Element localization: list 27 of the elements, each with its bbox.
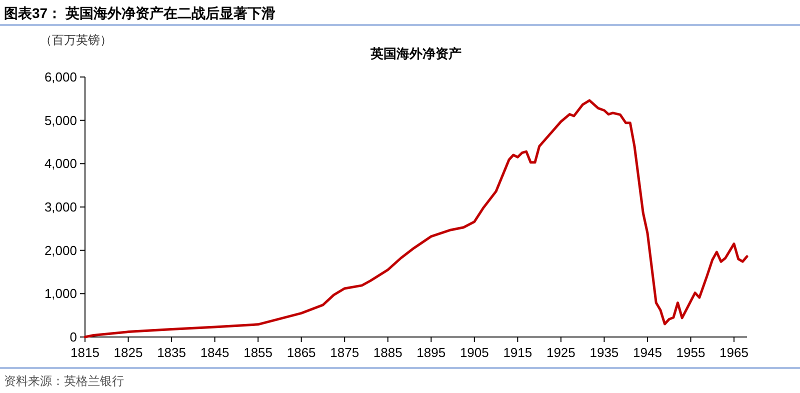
chart-subtitle: 英国海外净资产: [369, 46, 462, 61]
y-tick-label: 4,000: [44, 156, 77, 172]
y-tick-label: 0: [70, 330, 77, 345]
x-tick-label: 1845: [200, 345, 230, 360]
x-tick-label: 1905: [460, 345, 489, 360]
x-tick-label: 1925: [546, 345, 576, 360]
y-tick-label: 2,000: [44, 242, 77, 258]
x-tick-label: 1915: [503, 345, 532, 360]
x-tick-label: 1855: [244, 345, 273, 360]
y-tick-label: 1,000: [44, 286, 77, 302]
x-tick-label: 1885: [373, 345, 402, 360]
y-tick-label: 3,000: [44, 200, 77, 215]
x-tick-label: 1935: [590, 345, 619, 360]
y-tick-label: 6,000: [44, 70, 77, 85]
x-tick-label: 1965: [720, 345, 748, 360]
x-tick-label: 1865: [286, 345, 316, 360]
x-tick-label: 1875: [330, 345, 360, 360]
x-tick-label: 1945: [633, 345, 662, 360]
x-tick-label: 1825: [114, 345, 143, 360]
y-tick-label: 5,000: [44, 112, 77, 128]
x-tick-label: 1895: [416, 345, 446, 360]
y-axis-title: （百万英镑）: [40, 33, 112, 47]
x-tick-label: 1835: [157, 345, 186, 360]
text: 资料来源：英格兰银行: [4, 374, 124, 388]
x-tick-label: 1815: [70, 345, 100, 360]
chart-title: 图表37： 英国海外净资产在二战后显著下滑: [4, 5, 276, 21]
x-tick-label: 1955: [676, 345, 706, 360]
